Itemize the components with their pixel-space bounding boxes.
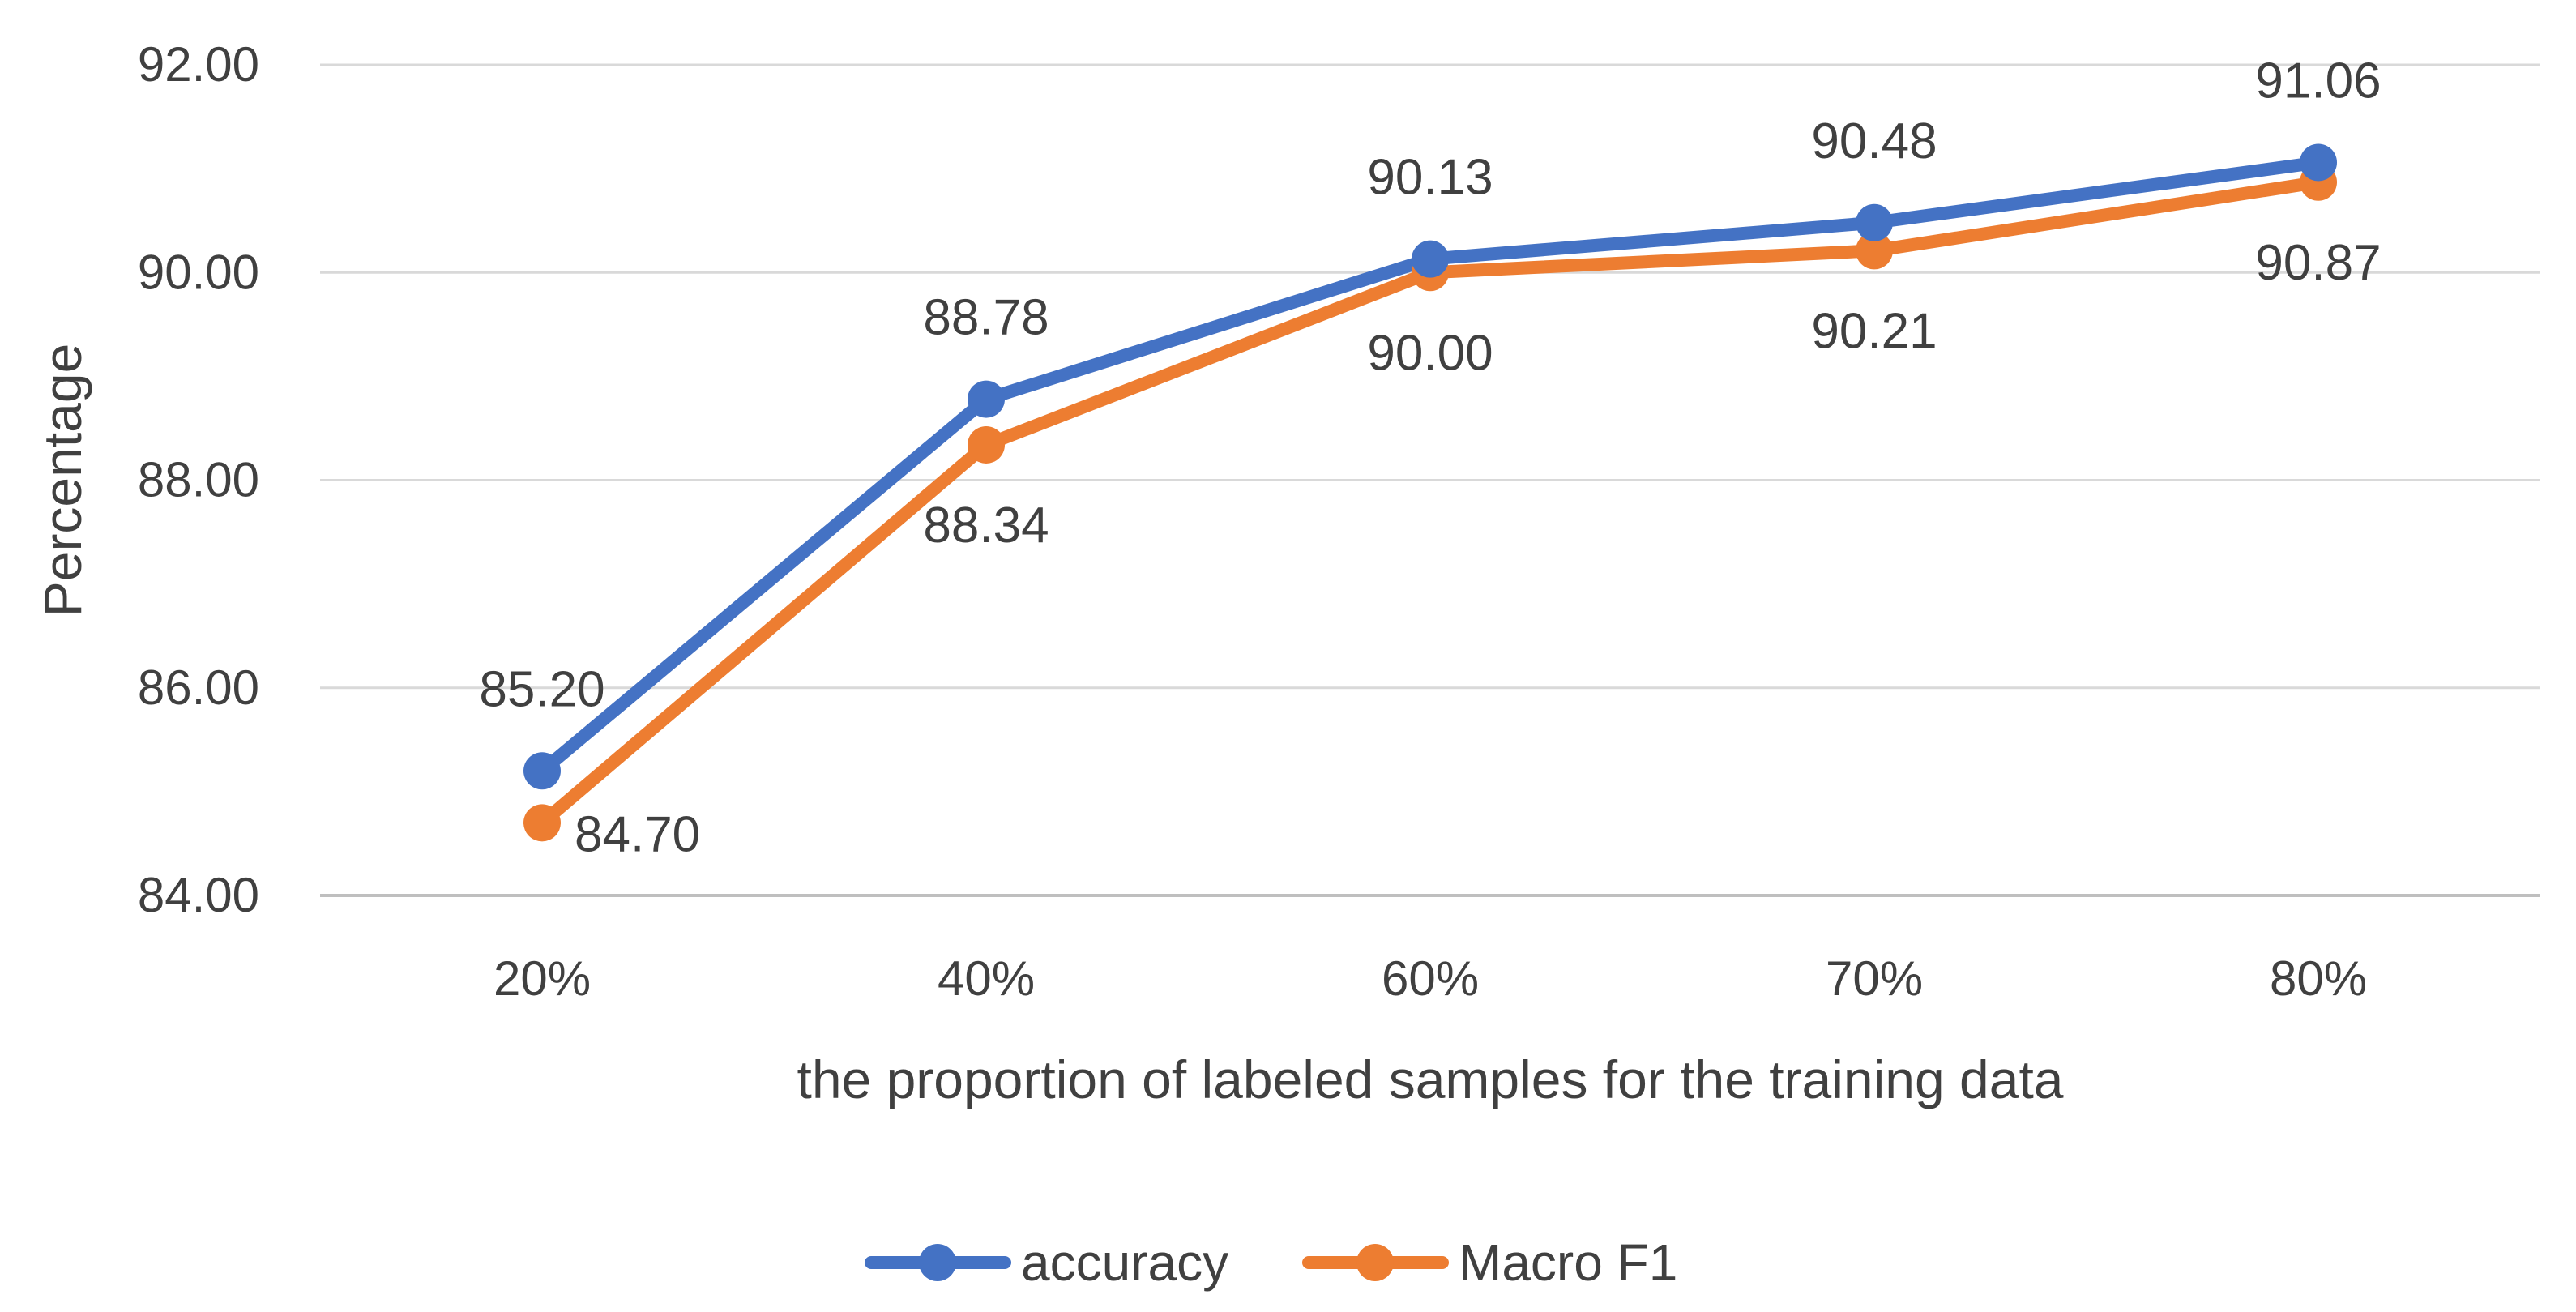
data-label: 91.06 bbox=[2255, 53, 2381, 109]
data-label: 85.20 bbox=[479, 661, 604, 717]
data-label: 90.48 bbox=[1811, 113, 1937, 169]
data-point bbox=[523, 804, 561, 842]
y-tick-label: 86.00 bbox=[138, 660, 259, 715]
data-labels: 85.20 88.78 90.13 90.48 91.06 84.70 88.34 90.00… bbox=[479, 53, 2381, 862]
data-label: 84.70 bbox=[575, 806, 700, 862]
x-tick-label: 70% bbox=[1826, 951, 1923, 1006]
data-point bbox=[968, 425, 1005, 464]
data-label: 90.87 bbox=[2255, 235, 2381, 291]
data-label: 90.13 bbox=[1367, 150, 1493, 206]
legend-label: accuracy bbox=[1021, 1233, 1228, 1292]
legend-swatch-marker bbox=[919, 1244, 956, 1281]
legend-swatch-marker bbox=[1356, 1244, 1394, 1281]
y-tick-label: 92.00 bbox=[138, 37, 259, 92]
data-point bbox=[1412, 240, 1449, 278]
legend-item: Macro F1 bbox=[1302, 1233, 1677, 1292]
data-point bbox=[1856, 232, 1893, 270]
legend-item: accuracy bbox=[865, 1233, 1228, 1292]
y-axis-title: Percentage bbox=[32, 344, 92, 618]
x-axis-ticks: 20% 40% 60% 70% 80% bbox=[493, 951, 2367, 1006]
x-tick-label: 20% bbox=[493, 951, 591, 1006]
data-point bbox=[968, 380, 1005, 418]
legend: accuracy Macro F1 bbox=[865, 1233, 1677, 1292]
y-tick-label: 84.00 bbox=[138, 868, 259, 922]
legend-label: Macro F1 bbox=[1459, 1233, 1677, 1292]
y-axis-ticks: 84.00 86.00 88.00 90.00 92.00 bbox=[138, 37, 259, 922]
data-point bbox=[2300, 143, 2337, 182]
y-tick-label: 90.00 bbox=[138, 245, 259, 299]
data-label: 90.00 bbox=[1367, 325, 1493, 381]
grid-lines bbox=[320, 63, 2540, 897]
x-tick-label: 80% bbox=[2270, 951, 2367, 1006]
data-point bbox=[523, 752, 561, 790]
data-label: 88.78 bbox=[923, 290, 1049, 346]
y-tick-label: 88.00 bbox=[138, 453, 259, 507]
data-point bbox=[1856, 203, 1893, 241]
x-tick-label: 60% bbox=[1382, 951, 1479, 1006]
data-label: 90.21 bbox=[1811, 303, 1937, 359]
x-axis-title: the proportion of labeled samples for th… bbox=[797, 1049, 2064, 1109]
x-tick-label: 40% bbox=[938, 951, 1035, 1006]
series-points bbox=[523, 143, 2337, 842]
data-label: 88.34 bbox=[923, 498, 1049, 553]
